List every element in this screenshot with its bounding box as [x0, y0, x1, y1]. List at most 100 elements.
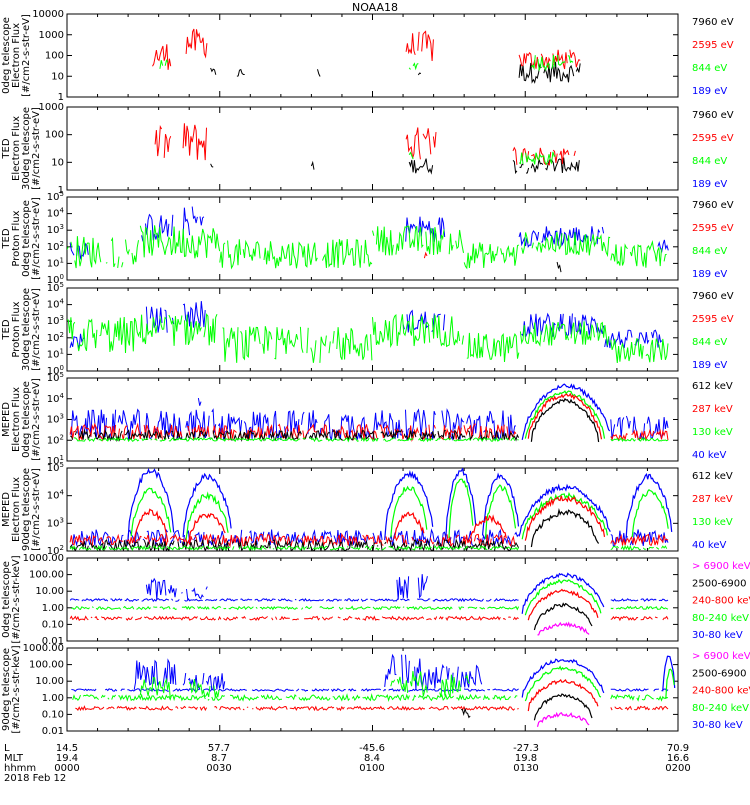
y-tick-label: 100	[47, 273, 64, 286]
data-trace	[71, 687, 519, 693]
data-trace	[461, 707, 471, 719]
legend-entry: 189 eV	[692, 360, 727, 371]
y-tick-label: 102	[47, 240, 64, 253]
data-trace	[127, 468, 175, 540]
data-trace	[408, 151, 414, 160]
data-trace	[197, 398, 202, 406]
footer-hhmm-tick: 0130	[513, 763, 538, 774]
data-trace	[183, 207, 206, 237]
chart-title: NOAA18	[352, 1, 398, 14]
data-trace	[145, 577, 177, 600]
y-axis-label: TEDProton Flux0deg telescope[#/cm2-s-str…	[1, 197, 42, 280]
footer-mlt-tick: 19.4	[56, 753, 78, 764]
y-tick-label: 10.00	[35, 586, 64, 597]
data-trace	[145, 306, 175, 333]
data-trace	[67, 236, 139, 269]
data-trace	[481, 472, 520, 536]
data-trace	[521, 383, 611, 441]
data-trace	[631, 488, 669, 538]
data-trace	[610, 428, 669, 442]
data-trace	[154, 125, 172, 158]
plot-frame	[66, 377, 679, 462]
y-tick-label: 102	[47, 433, 64, 446]
y-tick-label: 0.01	[42, 726, 64, 737]
data-trace	[219, 238, 373, 270]
data-trace	[133, 508, 169, 542]
data-trace	[533, 602, 593, 631]
y-tick-label: 10	[51, 71, 64, 82]
data-trace	[610, 533, 669, 547]
legend-entry: 130 keV	[692, 427, 733, 438]
legend-entry: 844 eV	[692, 156, 727, 167]
data-trace	[152, 44, 172, 70]
footer-mlt-tick: 19.8	[515, 753, 537, 764]
y-tick-label: 1000.00	[23, 643, 64, 654]
y-tick-label: 101	[47, 256, 64, 269]
data-trace	[390, 671, 428, 697]
data-trace	[610, 240, 667, 268]
plot-data	[152, 28, 581, 84]
data-trace	[448, 478, 474, 539]
footer-l-tick: 70.9	[667, 743, 689, 754]
data-trace	[556, 261, 562, 273]
legend-entry: 7960 eV	[692, 110, 734, 121]
y-axis-label: MEPEDElectron Flux0deg telescope[#/cm2-s…	[1, 378, 42, 461]
data-trace	[390, 485, 428, 538]
data-trace	[423, 251, 428, 259]
data-trace	[372, 314, 464, 349]
y-tick-label: 1.00	[42, 693, 64, 704]
plot-data	[69, 572, 669, 636]
data-trace	[71, 528, 519, 547]
y-tick-label: 105	[47, 190, 64, 203]
data-trace	[72, 693, 518, 702]
legend-entry: > 6900 keV	[692, 561, 750, 572]
data-trace	[372, 225, 464, 256]
data-trace	[75, 705, 519, 712]
data-trace	[67, 316, 141, 354]
y-tick-label: 104	[47, 392, 65, 405]
data-trace	[665, 668, 675, 700]
legend-entry: 7960 eV	[692, 200, 734, 211]
legend-entry: 2595 eV	[692, 133, 734, 144]
footer-label-l: L	[4, 743, 10, 754]
footer-label-mlt: MLT	[4, 753, 24, 764]
y-tick-label: 105	[47, 461, 64, 474]
y-tick-label: 10000	[32, 9, 64, 20]
y-tick-label: 101	[47, 347, 64, 360]
legend-entry: 2595 eV	[692, 40, 734, 51]
data-trace	[512, 157, 580, 175]
data-trace	[524, 390, 606, 439]
data-trace	[417, 72, 422, 76]
footer-mlt-tick: 8.7	[211, 753, 227, 764]
plot-data	[70, 383, 669, 443]
plot-data	[71, 653, 676, 727]
data-trace	[604, 329, 663, 349]
legend-entry: 7960 eV	[692, 17, 734, 28]
data-trace	[182, 673, 226, 691]
panel-4: 100 101 102 103 104 105 TEDProton Flux30deg te…	[1, 281, 734, 377]
y-axis-label: 0deg telescopeElectron Flux[#/cm2-s-str-…	[1, 14, 32, 97]
data-trace	[521, 312, 605, 339]
data-trace	[384, 469, 434, 541]
data-trace	[536, 711, 590, 727]
data-trace	[524, 495, 606, 541]
data-trace	[610, 693, 669, 702]
footer-axis: L MLT hhmm 2018 Feb 12 14.5 19.4 0000 57…	[4, 743, 691, 784]
data-trace	[463, 242, 520, 270]
legend-entry: 130 keV	[692, 517, 733, 528]
y-tick-label: 1000	[39, 30, 64, 41]
data-trace	[657, 239, 669, 253]
y-tick-label: 104	[47, 298, 65, 311]
data-trace	[74, 436, 519, 443]
footer-l-tick: 57.7	[208, 743, 230, 754]
data-trace	[417, 574, 428, 599]
data-trace	[405, 127, 437, 160]
data-trace	[406, 31, 436, 61]
y-tick-label: 102	[47, 331, 64, 344]
y-tick-label: 104	[47, 489, 65, 502]
data-trace	[610, 615, 669, 622]
legend-entry: > 6900 keV	[692, 651, 750, 662]
legend-entry: 189 eV	[692, 179, 727, 190]
